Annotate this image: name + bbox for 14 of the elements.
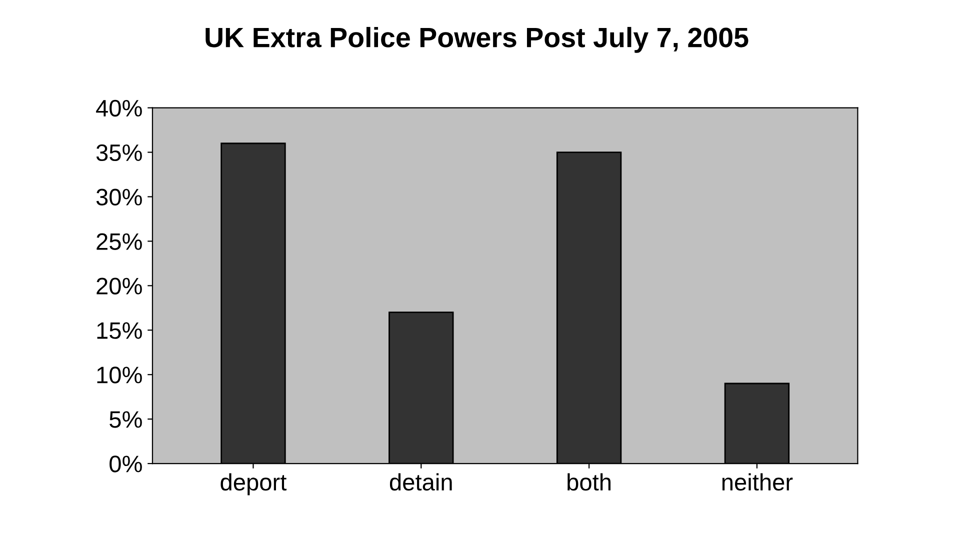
y-tick-label: 10% bbox=[97, 366, 142, 384]
y-tick-label: 5% bbox=[110, 411, 142, 428]
y-tick-label: 0% bbox=[110, 456, 142, 472]
x-tick-label: both bbox=[568, 473, 610, 491]
x-tick-label: neither bbox=[722, 473, 793, 491]
y-tick-label: 35% bbox=[96, 144, 142, 162]
y-tick-label: 25% bbox=[96, 233, 142, 250]
chart-title: UK Extra Police Powers Post July 7, 2005 bbox=[206, 26, 748, 53]
y-tick-label: 30% bbox=[96, 188, 142, 206]
x-tick-label: detain bbox=[390, 473, 452, 491]
y-tick-label: 40% bbox=[96, 100, 142, 117]
x-tick-label: deport bbox=[220, 473, 287, 496]
y-tick-label: 20% bbox=[96, 278, 142, 294]
y-tick-label: 15% bbox=[97, 322, 142, 339]
